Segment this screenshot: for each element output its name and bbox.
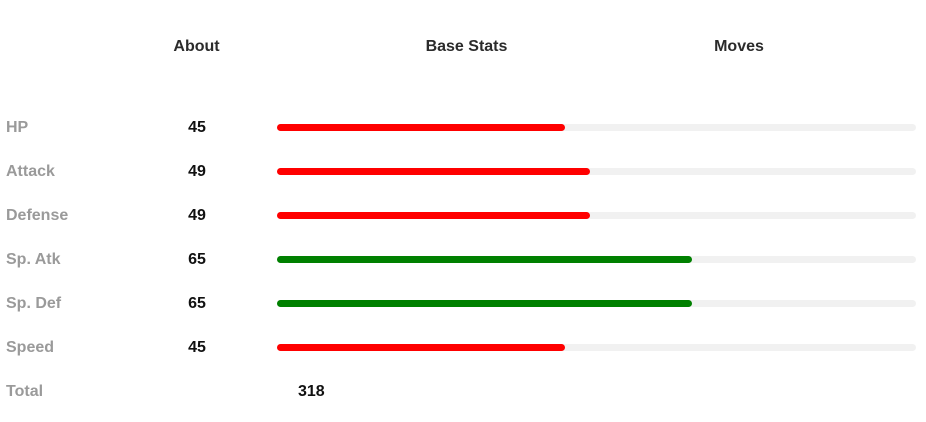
stat-row-sp-def: Sp. Def 65 (0, 292, 926, 316)
stat-row-speed: Speed 45 (0, 336, 926, 360)
stat-row-defense: Defense 49 (0, 204, 926, 228)
stat-bar-fill (277, 256, 693, 263)
stat-label: HP (6, 119, 29, 136)
total-value: 318 (298, 383, 325, 400)
total-label: Total (6, 383, 44, 400)
stat-label: Attack (6, 163, 55, 180)
stat-bar-fill (277, 124, 565, 131)
stat-row-attack: Attack 49 (0, 160, 926, 184)
stat-bar-fill (277, 344, 565, 351)
stat-label: Sp. Atk (6, 251, 61, 268)
stat-bar-track (277, 124, 916, 131)
stat-label: Sp. Def (6, 295, 62, 312)
stat-value: 45 (188, 119, 206, 136)
tab-base-stats[interactable]: Base Stats (425, 38, 508, 55)
stat-bar-track (277, 256, 916, 263)
stat-value: 49 (188, 163, 206, 180)
stat-label: Defense (6, 207, 69, 224)
stat-value: 45 (188, 339, 206, 356)
stat-label: Speed (6, 339, 55, 356)
stat-value: 65 (188, 295, 206, 312)
stat-bar-fill (277, 168, 591, 175)
stat-bar-fill (277, 300, 693, 307)
tab-about[interactable]: About (173, 38, 220, 55)
stat-value: 65 (188, 251, 206, 268)
stat-bar-track (277, 212, 916, 219)
stat-value: 49 (188, 207, 206, 224)
stat-bar-fill (277, 212, 591, 219)
stat-row-hp: HP 45 (0, 116, 926, 140)
stat-bar-track (277, 168, 916, 175)
stat-bar-track (277, 344, 916, 351)
tab-moves[interactable]: Moves (714, 38, 764, 55)
stat-bar-track (277, 300, 916, 307)
stat-row-sp-atk: Sp. Atk 65 (0, 248, 926, 272)
